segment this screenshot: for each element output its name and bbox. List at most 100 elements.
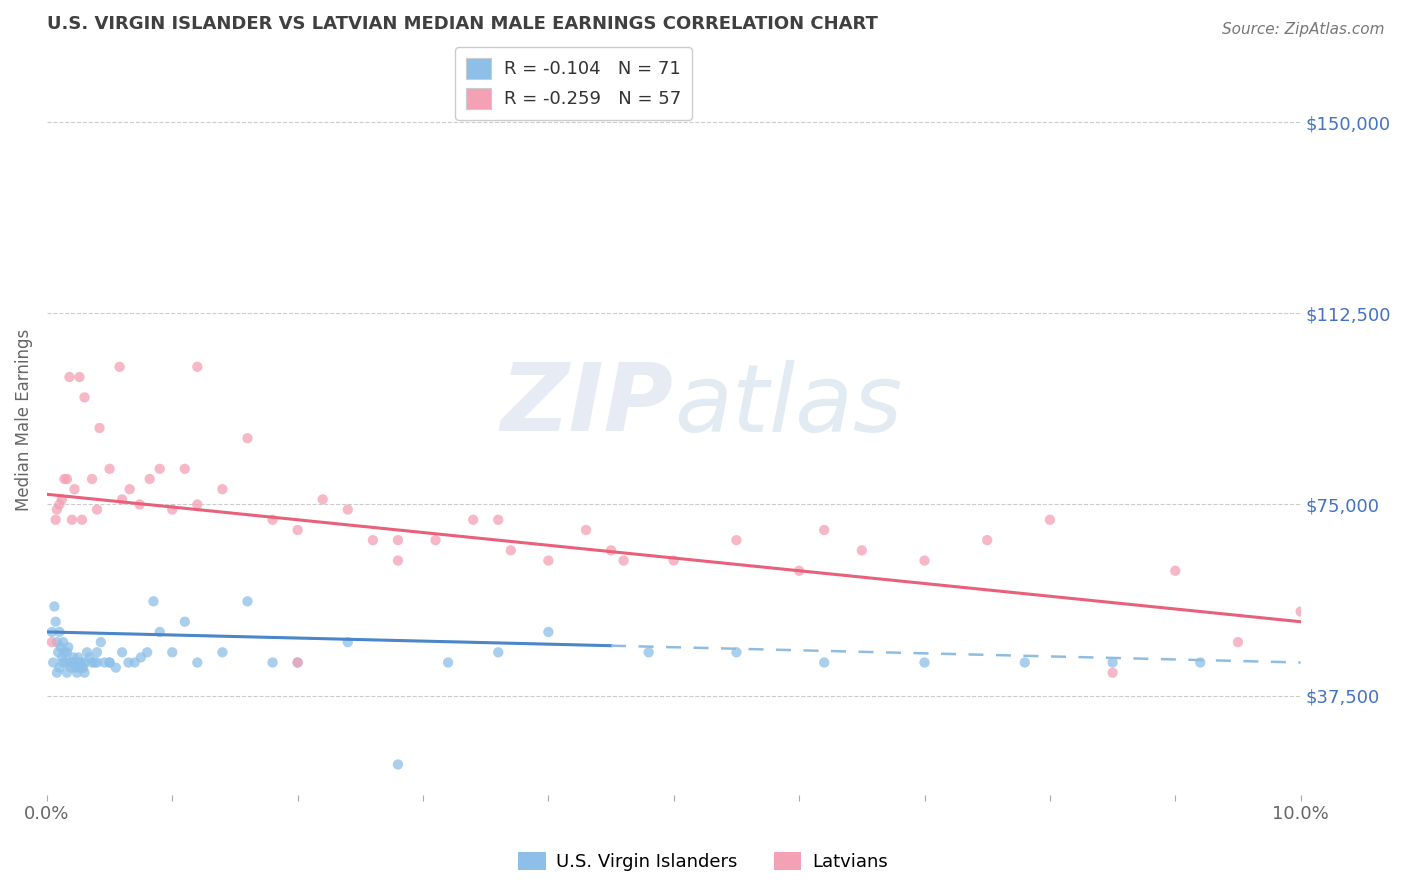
Point	[1189, 656, 1212, 670]
Point	[69, 656, 91, 670]
Point	[914, 656, 936, 670]
Point	[600, 543, 623, 558]
Point	[48, 498, 70, 512]
Point	[79, 650, 101, 665]
Point	[162, 645, 184, 659]
Point	[725, 645, 748, 659]
Point	[56, 472, 79, 486]
Point	[41, 635, 63, 649]
Point	[44, 599, 66, 614]
Point	[976, 533, 998, 548]
Point	[914, 553, 936, 567]
Point	[662, 553, 685, 567]
Point	[53, 645, 76, 659]
Point	[1014, 656, 1036, 670]
Text: Source: ZipAtlas.com: Source: ZipAtlas.com	[1222, 22, 1385, 37]
Point	[49, 640, 72, 655]
Point	[387, 757, 409, 772]
Point	[41, 624, 63, 639]
Point	[287, 523, 309, 537]
Point	[83, 656, 105, 670]
Point	[787, 564, 810, 578]
Point	[48, 624, 70, 639]
Point	[149, 624, 172, 639]
Point	[262, 656, 284, 670]
Point	[58, 656, 80, 670]
Point	[173, 615, 195, 629]
Point	[73, 656, 96, 670]
Point	[58, 640, 80, 655]
Point	[136, 645, 159, 659]
Point	[1164, 564, 1187, 578]
Point	[59, 660, 82, 674]
Y-axis label: Median Male Earnings: Median Male Earnings	[15, 329, 32, 511]
Point	[70, 660, 93, 674]
Point	[56, 645, 79, 659]
Point	[86, 645, 108, 659]
Point	[186, 656, 208, 670]
Point	[813, 656, 835, 670]
Point	[537, 624, 560, 639]
Point	[45, 502, 67, 516]
Point	[613, 553, 636, 567]
Point	[162, 502, 184, 516]
Point	[45, 513, 67, 527]
Point	[46, 645, 69, 659]
Point	[486, 645, 509, 659]
Point	[575, 523, 598, 537]
Text: U.S. VIRGIN ISLANDER VS LATVIAN MEDIAN MALE EARNINGS CORRELATION CHART: U.S. VIRGIN ISLANDER VS LATVIAN MEDIAN M…	[46, 15, 877, 33]
Text: ZIP: ZIP	[501, 359, 673, 451]
Point	[387, 553, 409, 567]
Point	[129, 650, 152, 665]
Point	[463, 513, 485, 527]
Point	[80, 472, 103, 486]
Point	[312, 492, 335, 507]
Point	[211, 645, 233, 659]
Point	[149, 462, 172, 476]
Point	[67, 650, 90, 665]
Point	[55, 656, 77, 670]
Point	[80, 656, 103, 670]
Point	[117, 656, 139, 670]
Point	[499, 543, 522, 558]
Point	[76, 645, 98, 659]
Point	[387, 533, 409, 548]
Point	[111, 492, 134, 507]
Point	[1289, 605, 1312, 619]
Point	[60, 656, 83, 670]
Point	[51, 492, 73, 507]
Point	[211, 482, 233, 496]
Point	[1101, 665, 1123, 680]
Point	[56, 665, 79, 680]
Point	[104, 660, 127, 674]
Point	[186, 498, 208, 512]
Point	[60, 656, 83, 670]
Point	[42, 656, 65, 670]
Point	[725, 533, 748, 548]
Point	[98, 462, 121, 476]
Point	[111, 645, 134, 659]
Point	[287, 656, 309, 670]
Point	[65, 660, 87, 674]
Point	[98, 656, 121, 670]
Point	[66, 665, 89, 680]
Text: atlas: atlas	[673, 359, 903, 450]
Point	[53, 472, 76, 486]
Point	[138, 472, 160, 486]
Point	[69, 370, 91, 384]
Point	[1226, 635, 1249, 649]
Legend: R = -0.104   N = 71, R = -0.259   N = 57: R = -0.104 N = 71, R = -0.259 N = 57	[456, 47, 692, 120]
Legend: U.S. Virgin Islanders, Latvians: U.S. Virgin Islanders, Latvians	[512, 845, 894, 879]
Point	[437, 656, 460, 670]
Point	[361, 533, 384, 548]
Point	[63, 656, 86, 670]
Point	[60, 513, 83, 527]
Point	[173, 462, 195, 476]
Point	[124, 656, 146, 670]
Point	[73, 665, 96, 680]
Point	[45, 615, 67, 629]
Point	[67, 660, 90, 674]
Point	[262, 513, 284, 527]
Point	[1101, 656, 1123, 670]
Point	[90, 635, 112, 649]
